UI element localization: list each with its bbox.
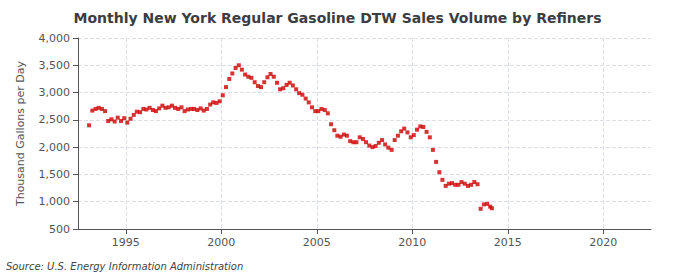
svg-text:1,000: 1,000 — [39, 195, 71, 208]
svg-text:500: 500 — [49, 223, 70, 236]
svg-text:Monthly New York Regular Gasol: Monthly New York Regular Gasoline DTW Sa… — [74, 10, 602, 26]
svg-text:3,500: 3,500 — [39, 59, 71, 72]
svg-text:Thousand Gallons per Day: Thousand Gallons per Day — [14, 60, 27, 207]
svg-text:2015: 2015 — [494, 236, 522, 249]
svg-text:1,500: 1,500 — [39, 168, 71, 181]
svg-text:Source: U.S. Energy Informatio: Source: U.S. Energy Information Administ… — [6, 261, 243, 272]
svg-text:2020: 2020 — [589, 236, 617, 249]
svg-text:2000: 2000 — [207, 236, 235, 249]
svg-text:4,000: 4,000 — [39, 32, 71, 45]
svg-text:2010: 2010 — [398, 236, 426, 249]
svg-text:2,000: 2,000 — [39, 141, 71, 154]
svg-text:2005: 2005 — [303, 236, 331, 249]
svg-text:1995: 1995 — [112, 236, 140, 249]
svg-text:2,500: 2,500 — [39, 113, 71, 126]
svg-text:3,000: 3,000 — [39, 86, 71, 99]
